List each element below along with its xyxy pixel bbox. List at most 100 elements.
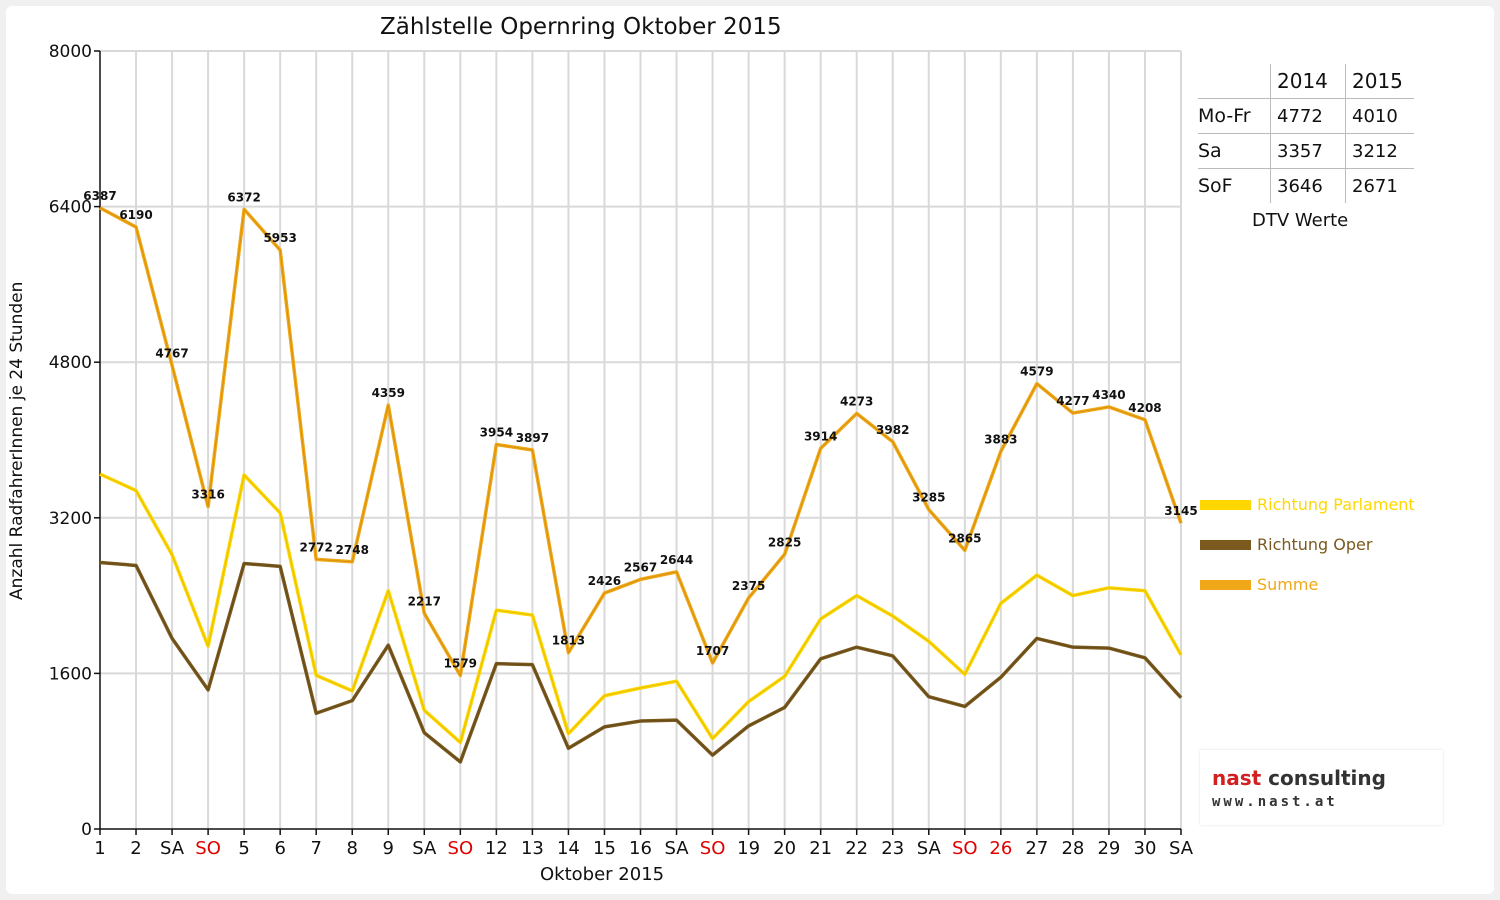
dtv-value-2014: 4772 — [1270, 98, 1346, 134]
dtv-value-2015: 4010 — [1345, 98, 1414, 134]
data-label: 4767 — [155, 346, 188, 360]
legend-item-parlament: Richtung Parlament — [1200, 494, 1415, 514]
x-tick-label: 5 — [238, 838, 249, 859]
data-label: 4277 — [1056, 394, 1089, 408]
x-tick-label: 9 — [383, 838, 394, 859]
data-label: 1579 — [444, 656, 477, 670]
legend-label: Summe — [1257, 575, 1319, 594]
x-tick-label: 26 — [989, 838, 1012, 859]
data-label: 1707 — [696, 644, 729, 658]
x-tick-label: 15 — [593, 838, 616, 859]
data-label: 3145 — [1164, 504, 1197, 518]
x-tick-label: 20 — [773, 838, 796, 859]
y-tick-label: 1600 — [49, 664, 92, 684]
x-tick-label: SA — [160, 838, 185, 859]
dtv-row-label: Mo-Fr — [1198, 98, 1271, 134]
data-label: 4579 — [1020, 365, 1053, 379]
x-tick-label: 7 — [310, 838, 321, 859]
data-label: 2217 — [408, 594, 441, 608]
chart-title: Zählstelle Opernring Oktober 2015 — [380, 14, 782, 40]
x-tick-label: 6 — [274, 838, 285, 859]
dtv-row-label: SoF — [1198, 168, 1271, 203]
data-label: 2772 — [299, 540, 332, 554]
x-tick-label: SO — [195, 838, 221, 859]
legend-swatch — [1200, 539, 1251, 550]
x-tick-label: 16 — [629, 838, 652, 859]
dtv-row: Mo-Fr 4772 4010 — [1198, 98, 1414, 134]
logo-brand: nast consulting — [1212, 766, 1386, 790]
x-tick-label: SO — [952, 838, 978, 859]
dtv-header-2015: 2015 — [1345, 64, 1414, 99]
data-label: 2567 — [624, 560, 657, 574]
data-label: 6387 — [83, 189, 116, 203]
data-label: 3954 — [480, 425, 513, 439]
legend-item-summe: Summe — [1200, 574, 1318, 594]
data-label: 3897 — [516, 431, 549, 445]
dtv-table: 2014 2015 Mo-Fr 4772 4010 Sa 3357 3212 S… — [1198, 64, 1414, 203]
x-tick-label: SA — [917, 838, 942, 859]
data-label: 5953 — [263, 231, 296, 245]
x-tick-label: 23 — [881, 838, 904, 859]
data-label: 2375 — [732, 579, 765, 593]
x-tick-label: 13 — [521, 838, 544, 859]
data-label: 4273 — [840, 394, 873, 408]
data-label: 2748 — [336, 543, 369, 557]
x-tick-label: 27 — [1025, 838, 1048, 859]
y-axis-label: Anzahl RadfahrerInnen je 24 Stunden — [7, 281, 27, 600]
legend-swatch — [1200, 499, 1251, 510]
data-label: 2426 — [588, 574, 621, 588]
dtv-header-row: 2014 2015 — [1198, 64, 1414, 99]
dtv-row-label: Sa — [1198, 133, 1271, 169]
legend-label: Richtung Parlament — [1257, 495, 1415, 514]
x-tick-label: 28 — [1061, 838, 1084, 859]
data-label: 2644 — [660, 553, 693, 567]
data-label: 3914 — [804, 429, 837, 443]
dtv-row: SoF 3646 2671 — [1198, 168, 1414, 203]
y-tick-label: 3200 — [49, 509, 92, 529]
legend-swatch — [1200, 579, 1251, 590]
nast-consulting-logo: nast consulting www.nast.at — [1200, 750, 1443, 825]
legend-label: Richtung Oper — [1257, 535, 1373, 554]
data-label: 1813 — [552, 634, 585, 648]
y-tick-label: 8000 — [49, 42, 92, 62]
y-tick-label: 4800 — [49, 353, 92, 373]
x-tick-label: 12 — [485, 838, 508, 859]
x-tick-label: 1 — [94, 838, 105, 859]
data-label: 2825 — [768, 535, 801, 549]
x-axis-label: Oktober 2015 — [540, 864, 665, 885]
x-tick-label: 29 — [1097, 838, 1120, 859]
y-tick-label: 6400 — [49, 198, 92, 218]
x-tick-label: 22 — [845, 838, 868, 859]
x-tick-label: SO — [700, 838, 726, 859]
data-label: 6372 — [227, 190, 260, 204]
logo-brand-nast: nast — [1212, 766, 1262, 790]
dtv-value-2014: 3646 — [1270, 168, 1346, 203]
data-label: 4359 — [372, 386, 405, 400]
logo-url: www.nast.at — [1212, 794, 1338, 810]
data-label: 3982 — [876, 423, 909, 437]
data-label: 3316 — [191, 488, 224, 502]
dtv-value-2014: 3357 — [1270, 133, 1346, 169]
logo-brand-consulting: consulting — [1261, 766, 1386, 790]
dtv-value-2015: 2671 — [1345, 168, 1414, 203]
x-tick-label: SA — [412, 838, 437, 859]
legend-item-oper: Richtung Oper — [1200, 534, 1372, 554]
series-line-edge-1 — [99, 562, 1182, 763]
data-label: 3883 — [984, 432, 1017, 446]
dtv-value-2015: 3212 — [1345, 133, 1414, 169]
x-tick-label: 21 — [809, 838, 832, 859]
y-tick-label: 0 — [81, 820, 92, 840]
x-tick-label: 30 — [1134, 838, 1157, 859]
data-label: 2865 — [948, 531, 981, 545]
x-tick-label: SA — [1169, 838, 1194, 859]
x-tick-label: 8 — [347, 838, 358, 859]
data-label: 3285 — [912, 491, 945, 505]
data-label: 4208 — [1128, 401, 1161, 415]
x-tick-label: 2 — [130, 838, 141, 859]
x-tick-label: 19 — [737, 838, 760, 859]
data-label: 4340 — [1092, 388, 1125, 402]
dtv-header-2014: 2014 — [1270, 64, 1346, 99]
series-line-edge-0 — [99, 473, 1182, 743]
data-label: 6190 — [119, 208, 152, 222]
